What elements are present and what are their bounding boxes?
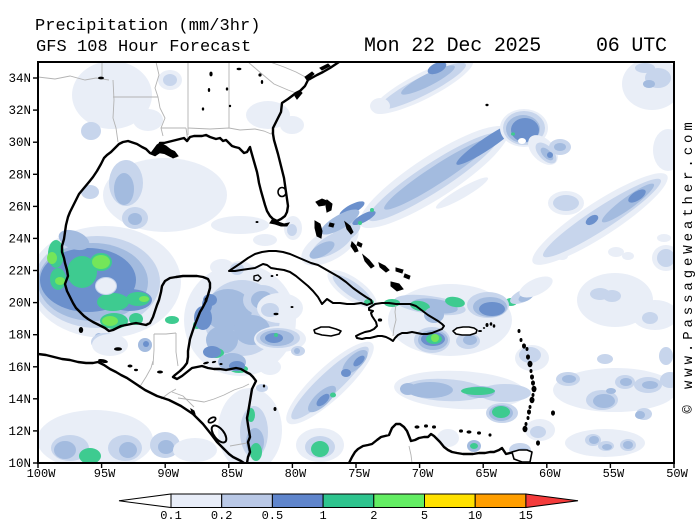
svg-text:80W: 80W [285,467,307,481]
svg-text:15: 15 [519,509,533,523]
svg-text:26N: 26N [8,200,31,214]
svg-text:50W: 50W [666,467,688,481]
svg-text:14N: 14N [8,393,31,407]
svg-text:95W: 95W [94,467,116,481]
svg-text:55W: 55W [603,467,625,481]
svg-text:16N: 16N [8,361,31,375]
svg-text:10N: 10N [8,457,31,471]
svg-text:20N: 20N [8,297,31,311]
svg-text:34N: 34N [8,72,31,86]
svg-text:75W: 75W [348,467,370,481]
svg-text:65W: 65W [475,467,497,481]
svg-text:85W: 85W [221,467,243,481]
svg-text:12N: 12N [8,425,31,439]
svg-text:2: 2 [370,509,377,523]
svg-text:5: 5 [421,509,428,523]
svg-text:22N: 22N [8,265,31,279]
svg-text:30N: 30N [8,136,31,150]
svg-text:10: 10 [468,509,482,523]
svg-text:90W: 90W [157,467,179,481]
svg-text:60W: 60W [539,467,561,481]
svg-text:70W: 70W [412,467,434,481]
svg-text:0.2: 0.2 [211,509,233,523]
svg-text:18N: 18N [8,329,31,343]
svg-text:28N: 28N [8,168,31,182]
svg-text:0.1: 0.1 [160,509,182,523]
svg-text:100W: 100W [27,467,57,481]
svg-text:32N: 32N [8,104,31,118]
svg-text:0.5: 0.5 [262,509,284,523]
svg-text:24N: 24N [8,232,31,246]
svg-text:1: 1 [319,509,326,523]
